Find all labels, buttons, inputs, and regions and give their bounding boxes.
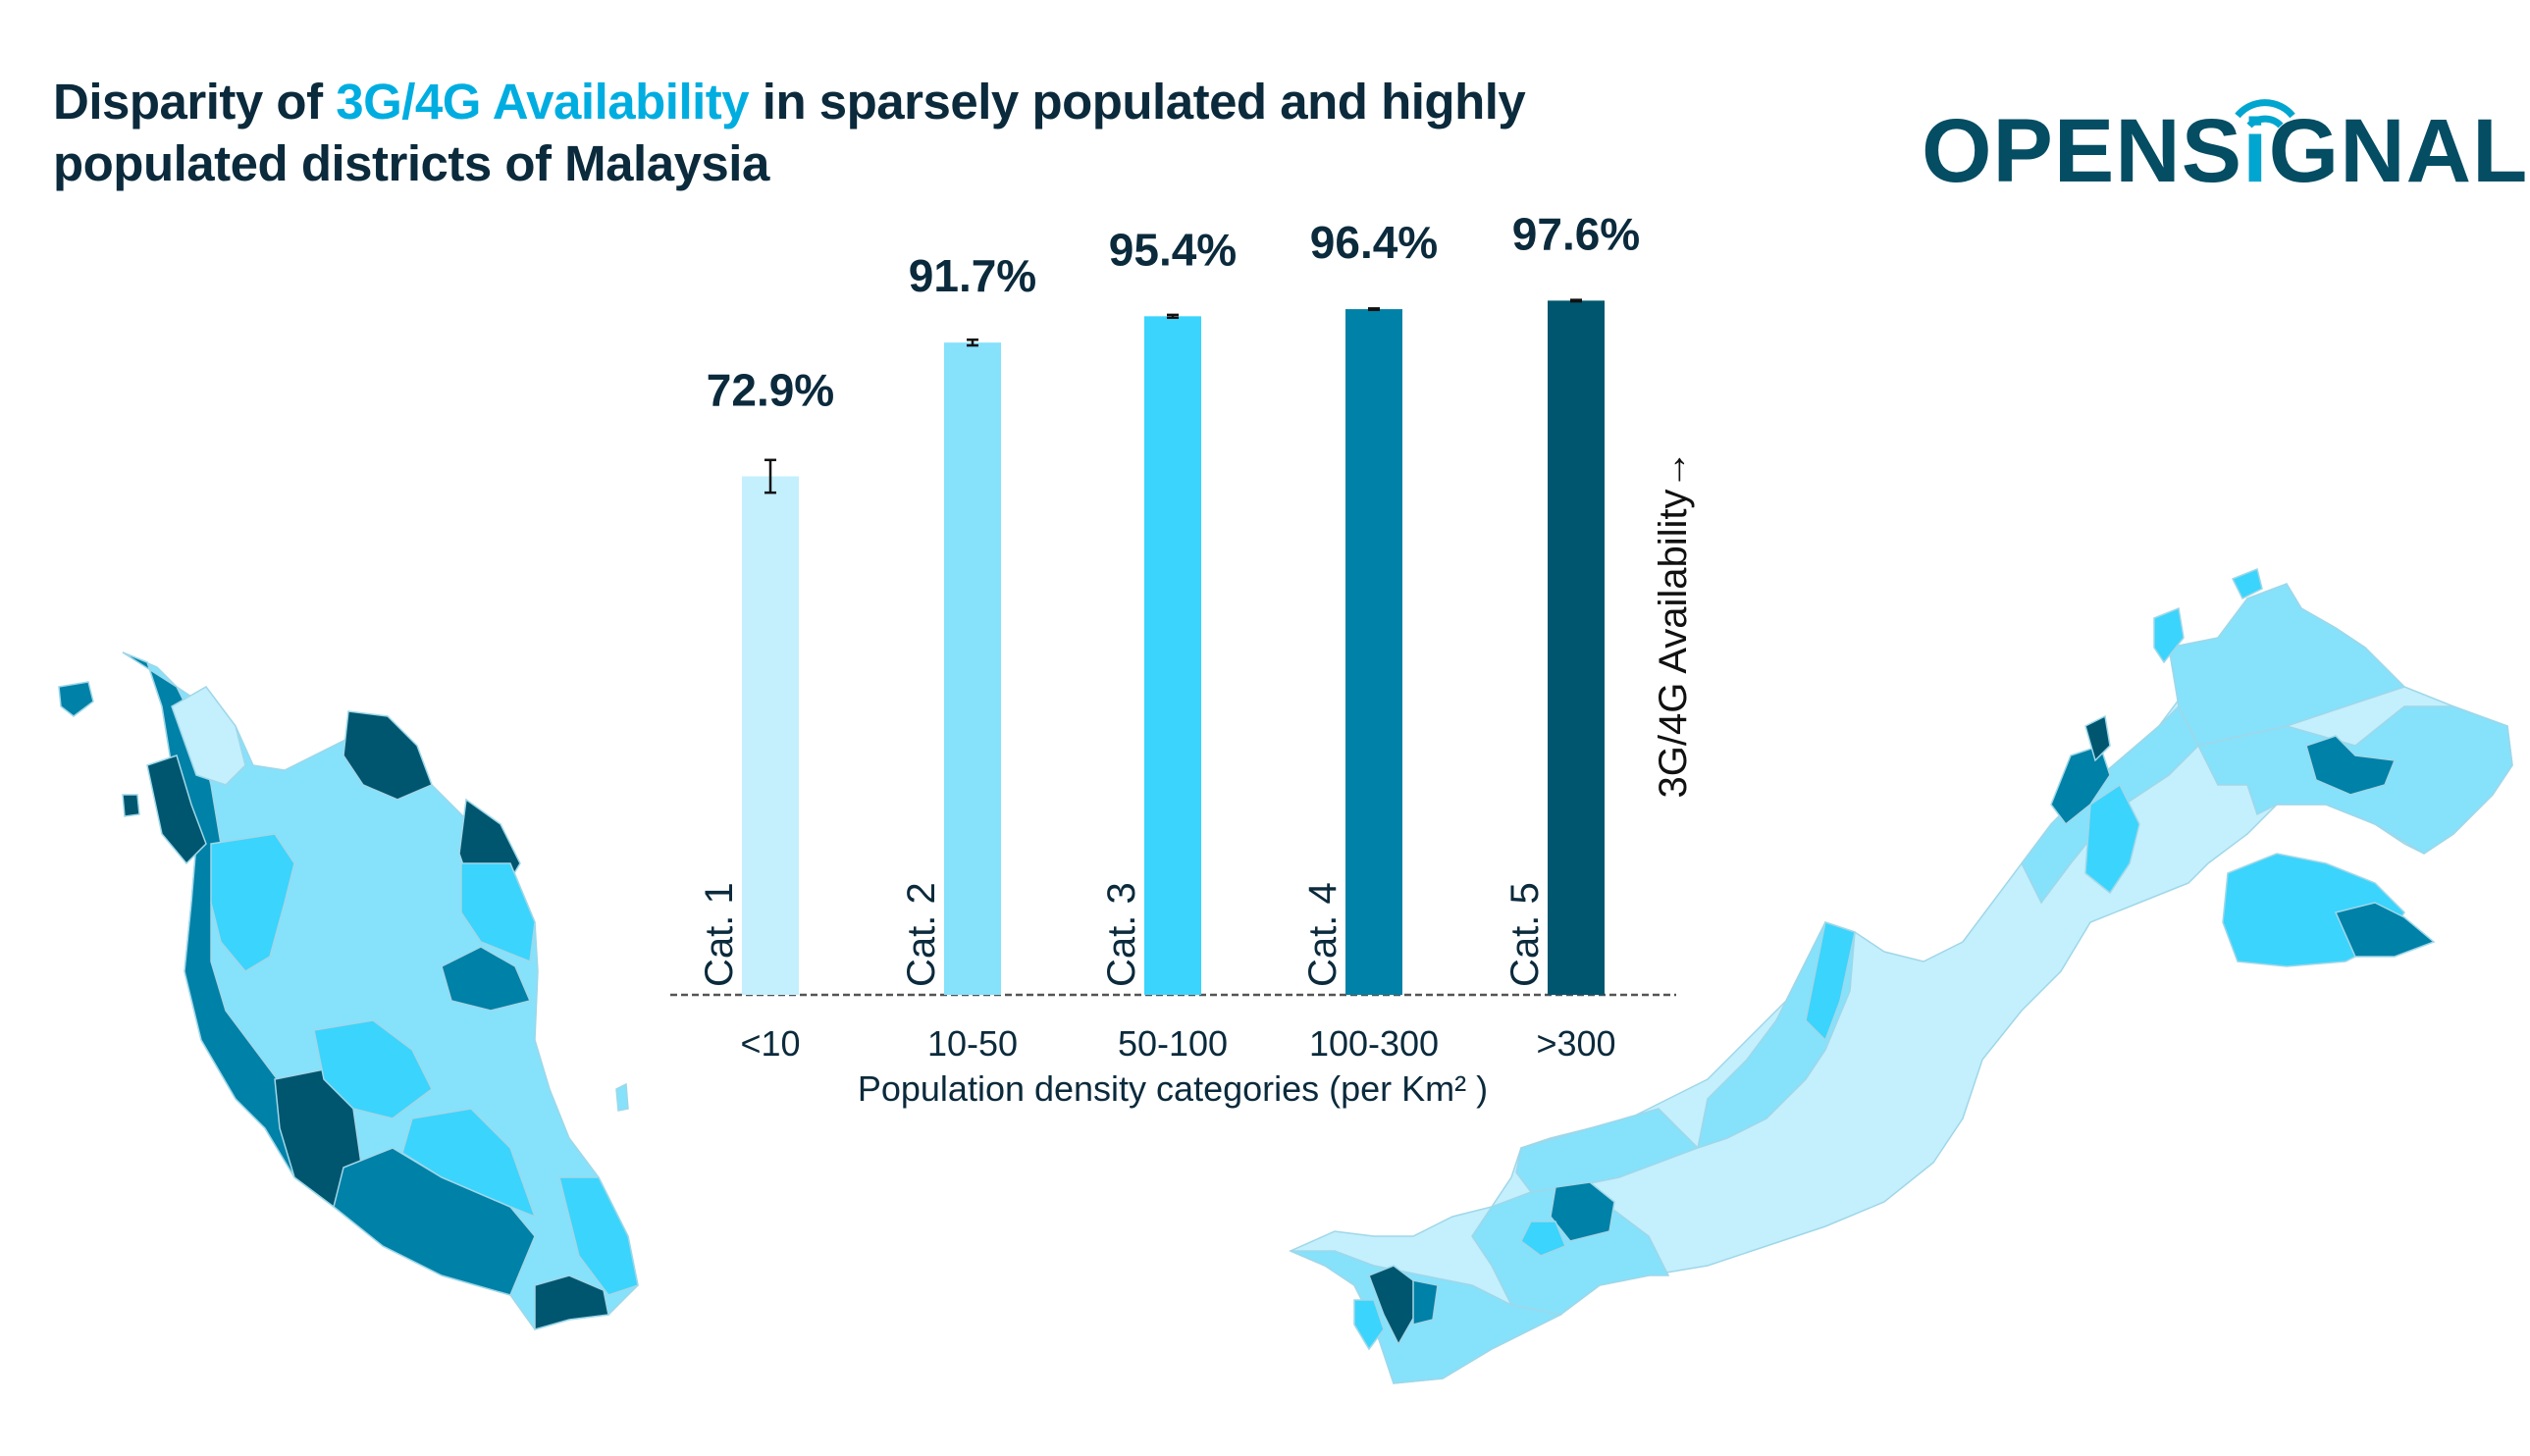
value-label-4: 96.4%	[1310, 217, 1438, 268]
title-accent: 3G/4G Availability	[336, 74, 750, 130]
map-region	[171, 686, 246, 786]
x-tick-label-3: 50-100	[1118, 1023, 1228, 1064]
map-region	[534, 1274, 609, 1330]
x-tick-label-4: 100-300	[1309, 1023, 1439, 1064]
map-region	[2305, 735, 2397, 796]
error-bar-5	[1570, 298, 1582, 303]
title-part-2: in sparsely populated and highly	[749, 74, 1526, 130]
map-region	[2231, 567, 2263, 600]
map-region	[313, 1019, 433, 1119]
map-region	[2153, 606, 2185, 664]
opensignal-logo: OPENSiGNAL	[1922, 86, 2527, 196]
map-region	[1412, 1279, 1439, 1326]
y-axis-label: 3G/4G Availability→	[1652, 450, 1695, 799]
logo-text-after: GNAL	[2268, 101, 2529, 201]
logo-wordmark: OPENSiGNAL	[1922, 106, 2528, 196]
value-label-5: 97.6%	[1512, 208, 1640, 259]
error-bar-3	[1167, 313, 1179, 320]
bars-group: 72.9% Cat. 1 <10 91.7% Cat. 2 10-50 95.4% Cat. …	[698, 208, 1640, 1064]
error-bar-2	[967, 338, 978, 347]
x-tick-label-2: 10-50	[927, 1023, 1018, 1064]
bar-4	[1345, 309, 1402, 996]
map-region	[2084, 714, 2111, 762]
map-region	[1520, 1221, 1566, 1257]
map-region	[58, 681, 94, 717]
category-name-3: Cat. 3	[1100, 882, 1143, 987]
chart-title: Disparity of 3G/4G Availability in spars…	[53, 71, 1623, 194]
title-line-2: populated districts of Malaysia	[53, 135, 769, 191]
map-region	[122, 794, 140, 817]
map-region	[615, 1082, 629, 1112]
error-bar-1	[764, 458, 776, 494]
value-label-3: 95.4%	[1109, 224, 1237, 275]
map-region	[401, 1108, 537, 1219]
category-name-4: Cat. 4	[1301, 882, 1344, 987]
map-region	[2084, 783, 2140, 895]
category-name-2: Cat. 2	[900, 882, 943, 987]
map-region	[1805, 921, 1856, 1042]
error-bar-4	[1368, 307, 1380, 312]
map-region	[558, 1176, 639, 1296]
map-region	[1550, 1181, 1615, 1242]
bar-1	[742, 476, 799, 996]
category-name-5: Cat. 5	[1503, 882, 1547, 987]
wifi-signal-icon	[2235, 99, 2295, 129]
map-region	[2334, 902, 2436, 958]
title-part-1: Disparity of	[53, 74, 337, 130]
value-label-2: 91.7%	[909, 250, 1036, 301]
map-region	[343, 710, 433, 801]
x-axis-label: Population density categories (per Km² )	[858, 1068, 1488, 1109]
category-name-1: Cat. 1	[698, 882, 741, 987]
logo-text-i: i	[2242, 101, 2269, 201]
map-region	[441, 946, 532, 1012]
map-region	[210, 833, 295, 972]
map-region	[460, 862, 536, 963]
x-tick-label-5: >300	[1536, 1023, 1615, 1064]
bar-5	[1548, 300, 1605, 995]
value-label-1: 72.9%	[707, 364, 834, 415]
x-tick-label-1: <10	[740, 1023, 800, 1064]
map-region	[1515, 1108, 1700, 1193]
peninsular-malaysia-map	[58, 651, 639, 1330]
map-region	[146, 754, 207, 865]
bar-2	[944, 342, 1001, 995]
logo-text-before: OPENS	[1922, 101, 2243, 201]
bar-3	[1144, 316, 1201, 996]
east-malaysia-map	[1289, 567, 2513, 1384]
map-region	[1353, 1299, 1385, 1351]
